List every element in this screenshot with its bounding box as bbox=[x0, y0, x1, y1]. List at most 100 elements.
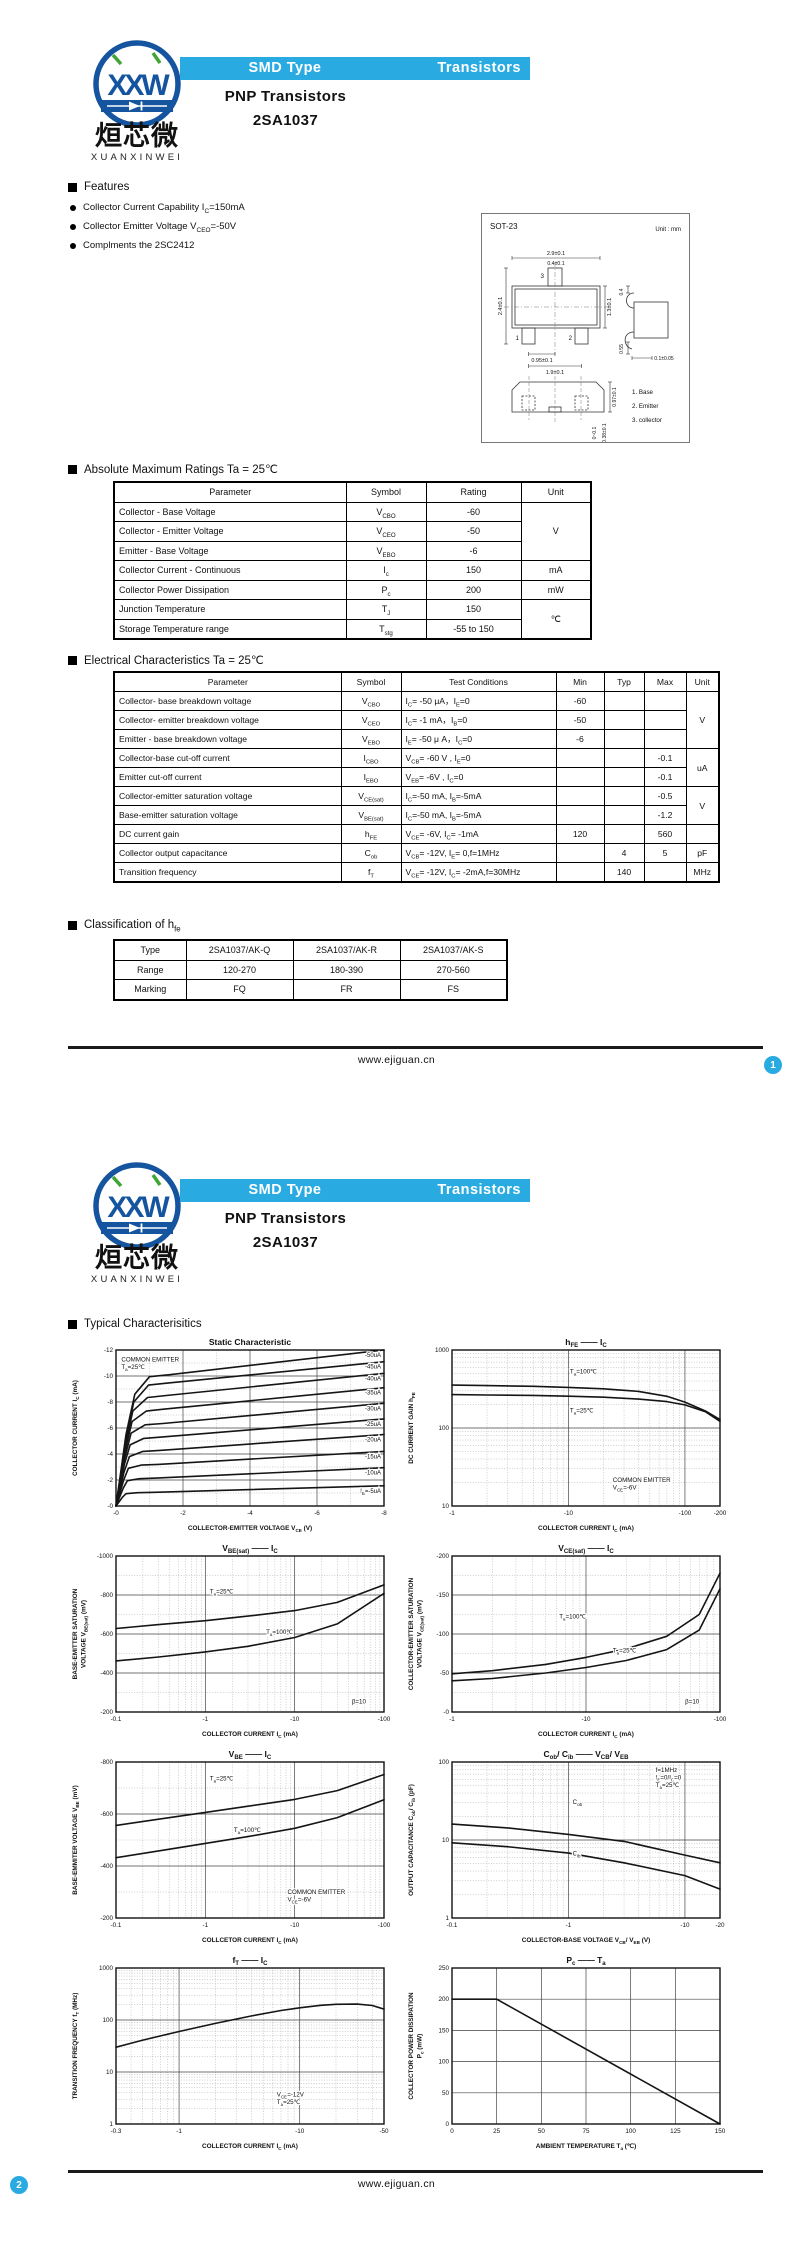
table-row: Collector-emitter saturation voltage VCE(… bbox=[113, 786, 720, 825]
svg-text:Cob/ Cib —— VCB/ VEB: Cob/ Cib —— VCB/ VEB bbox=[544, 1749, 630, 1761]
cell: IC= -1 mA，IB=0 bbox=[400, 710, 557, 730]
cell: 270-560 bbox=[399, 959, 508, 980]
svg-text:-1: -1 bbox=[203, 1922, 209, 1929]
svg-text:VCE=-6V: VCE=-6V bbox=[288, 1896, 313, 1904]
svg-text:COLLECTOR CURRENT IC (mA): COLLECTOR CURRENT IC (mA) bbox=[202, 1731, 298, 1739]
feature-text: Collector Emitter Voltage VCEO=-50V bbox=[83, 221, 237, 234]
svg-text:250: 250 bbox=[438, 1965, 449, 1972]
cell: 5 bbox=[643, 843, 687, 863]
svg-text:TRANSITION FREQUENCY fT (MHz: TRANSITION FREQUENCY fT (MHz) bbox=[72, 1993, 80, 2100]
cell: 120 bbox=[555, 824, 605, 844]
svg-text:-100: -100 bbox=[679, 1510, 692, 1517]
svg-text:10: 10 bbox=[442, 1503, 450, 1510]
page-title: PNP Transistors bbox=[224, 1210, 347, 1227]
section-cls-label: Classification of hfe bbox=[84, 919, 181, 934]
footer-url: www.ejiguan.cn bbox=[357, 1054, 436, 1066]
table-row: Emitter cut-off current IEBO VEB= -6V , IC… bbox=[113, 767, 719, 787]
svg-text:-8: -8 bbox=[107, 1399, 113, 1406]
svg-text:0.1±0.05: 0.1±0.05 bbox=[654, 356, 674, 362]
svg-text:-30uA: -30uA bbox=[365, 1406, 381, 1412]
svg-text:-0.1: -0.1 bbox=[111, 1716, 122, 1723]
svg-text:Ta=25℃: Ta=25℃ bbox=[613, 1648, 637, 1656]
svg-text:-600: -600 bbox=[100, 1811, 113, 1818]
header-cell: Unit bbox=[685, 671, 720, 692]
svg-text:COLLECTOR CURRENT IC (mA): COLLECTOR CURRENT IC (mA) bbox=[538, 1525, 634, 1533]
svg-text:-600: -600 bbox=[100, 1631, 113, 1638]
cell: FR bbox=[292, 979, 401, 1000]
cell: FQ bbox=[185, 979, 294, 1000]
svg-text:COLLECTOR CURRENT IC (mA): COLLECTOR CURRENT IC (mA) bbox=[538, 1731, 634, 1739]
cell: Range bbox=[113, 959, 187, 980]
section-square-icon bbox=[68, 655, 77, 665]
svg-text:COLLECTOR CURRENT IC (mA): COLLECTOR CURRENT IC (mA) bbox=[202, 2143, 298, 2151]
svg-text:-20uA: -20uA bbox=[365, 1438, 381, 1444]
cell: Cob bbox=[340, 843, 402, 863]
table-row: Transition frequency fT VCE= -12V, IC= -2m… bbox=[113, 862, 720, 883]
svg-text:0.55: 0.55 bbox=[619, 344, 625, 354]
cell bbox=[643, 862, 687, 883]
chart-static-characteristic: -50uA -45uA -40uA -35uA -30uA -25uA -20uA -15uA… bbox=[72, 1337, 387, 1533]
cell: Type bbox=[113, 939, 187, 961]
svg-text:IB=-5uA: IB=-5uA bbox=[360, 1489, 381, 1496]
svg-text:2. Emitter: 2. Emitter bbox=[632, 403, 658, 410]
svg-text:XUANXINWEI: XUANXINWEI bbox=[91, 152, 183, 163]
cell: Junction Temperature bbox=[113, 599, 347, 620]
svg-text:-12: -12 bbox=[104, 1347, 114, 1354]
svg-text:-2: -2 bbox=[180, 1510, 186, 1517]
svg-text:3: 3 bbox=[541, 274, 545, 280]
svg-text:烜芯微: 烜芯微 bbox=[95, 1243, 179, 1273]
svg-text:-0: -0 bbox=[107, 1503, 113, 1510]
svg-text:-400: -400 bbox=[100, 1670, 113, 1677]
cell: -0.5 bbox=[643, 786, 687, 806]
table-row: Type 2SA1037/AK-Q 2SA1037/AK-R 2SA1037/AK-S bbox=[113, 939, 508, 961]
svg-text:2: 2 bbox=[569, 336, 573, 342]
svg-text:0.4±0.1: 0.4±0.1 bbox=[547, 261, 564, 267]
cell: Collector-base cut-off current bbox=[113, 748, 342, 768]
banner-transistors-label: Transistors bbox=[437, 60, 521, 76]
section-square-icon bbox=[68, 1319, 77, 1329]
chart-vbesat-vs-ic: Ta=25℃ Ta=100℃ β=10 -0.1 -1 -10 -100 -200 -400 -6… bbox=[72, 1543, 391, 1739]
cell: Collector- base breakdown voltage bbox=[113, 691, 342, 711]
svg-text:-10: -10 bbox=[295, 2128, 305, 2135]
cell: -50 bbox=[425, 521, 522, 542]
svg-text:Unit : mm: Unit : mm bbox=[655, 227, 681, 233]
svg-text:XXW: XXW bbox=[107, 1191, 170, 1224]
cell bbox=[643, 710, 687, 730]
feature-item: Collector Emitter Voltage VCEO=-50V bbox=[70, 221, 237, 234]
svg-text:f=1MHz: f=1MHz bbox=[656, 1767, 678, 1774]
feature-text: Collector Current Capability IC=150mA bbox=[83, 202, 245, 215]
svg-text:Ta=100℃: Ta=100℃ bbox=[234, 1827, 261, 1835]
svg-text:COMMON EMITTER: COMMON EMITTER bbox=[613, 1477, 671, 1484]
svg-text:-400: -400 bbox=[100, 1863, 113, 1870]
cell: 560 bbox=[643, 824, 687, 844]
svg-text:-1: -1 bbox=[449, 1510, 455, 1517]
header-cell: Max bbox=[643, 671, 687, 692]
cell: Transition frequency bbox=[113, 862, 342, 883]
cell: Marking bbox=[113, 979, 187, 1000]
table-row: Emitter - Base Voltage VEBO -6 bbox=[113, 540, 591, 561]
header-cell: Parameter bbox=[113, 671, 342, 692]
cell: fT bbox=[340, 862, 402, 883]
svg-text:-4: -4 bbox=[247, 1510, 253, 1517]
svg-text:VBE(sat) —— IC: VBE(sat) —— IC bbox=[222, 1543, 278, 1555]
svg-text:100: 100 bbox=[438, 2059, 449, 2066]
cell: mA bbox=[520, 560, 592, 581]
footer-rule bbox=[68, 1046, 763, 1049]
svg-text:-100: -100 bbox=[714, 1716, 727, 1723]
table-row: Collector- emitter breakdown voltage VCEO… bbox=[113, 710, 719, 730]
cell bbox=[555, 767, 605, 787]
table-row: Collector output capacitance Cob VCB= -12V… bbox=[113, 843, 720, 863]
svg-text:fT —— IC: fT —— IC bbox=[232, 1955, 268, 1967]
page-title: PNP Transistors bbox=[224, 88, 347, 105]
svg-text:0.38±0.1: 0.38±0.1 bbox=[602, 423, 608, 443]
cell: 150 bbox=[425, 560, 522, 581]
cell: Storage Temperature range bbox=[113, 618, 347, 640]
cell: Emitter - Base Voltage bbox=[113, 540, 347, 561]
svg-text:-4: -4 bbox=[107, 1451, 113, 1458]
svg-text:-10: -10 bbox=[680, 1922, 690, 1929]
svg-text:25: 25 bbox=[493, 2128, 501, 2135]
section-amr: Absolute Maximum Ratings Ta = 25℃ bbox=[68, 462, 278, 476]
cell: -0.1 bbox=[643, 767, 687, 787]
